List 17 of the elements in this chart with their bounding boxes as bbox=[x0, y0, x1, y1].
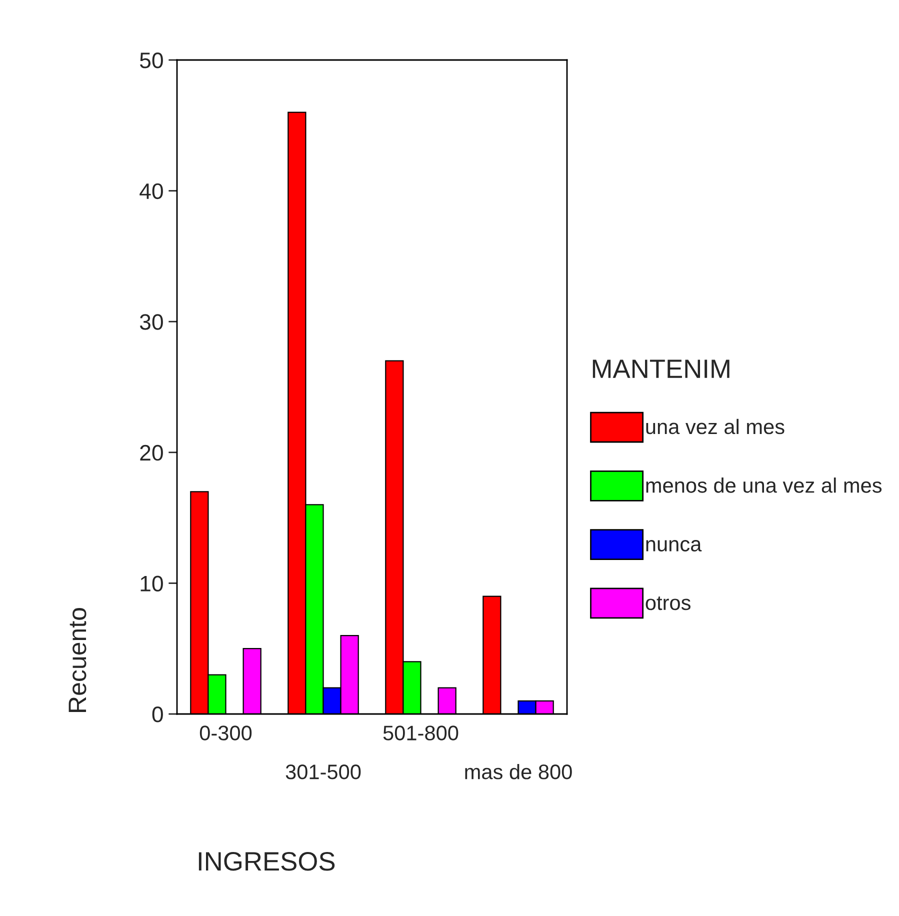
y-axis-title: Recuento bbox=[68, 608, 86, 712]
legend-title: MANTENIM bbox=[592, 360, 730, 378]
y-tick-label: 0 bbox=[152, 706, 163, 722]
y-tick-label: 50 bbox=[140, 52, 163, 68]
legend-label: nunca bbox=[646, 540, 702, 552]
legend-label: una vez al mes bbox=[646, 418, 784, 434]
x-axis-title: INGRESOS bbox=[198, 852, 335, 871]
x-tick-label: mas de 800 bbox=[465, 764, 572, 780]
y-tick-label: 20 bbox=[140, 444, 163, 461]
legend-label: menos de una vez al mes bbox=[646, 478, 882, 493]
y-tick-label: 30 bbox=[140, 314, 163, 330]
y-tick-label: 10 bbox=[140, 576, 163, 592]
x-tick-label: 301-500 bbox=[286, 764, 361, 780]
x-tick-label: 501-800 bbox=[383, 726, 458, 740]
y-tick-label: 40 bbox=[140, 183, 163, 200]
x-tick-label: 0-300 bbox=[200, 726, 252, 740]
legend-label: otros bbox=[646, 596, 690, 610]
